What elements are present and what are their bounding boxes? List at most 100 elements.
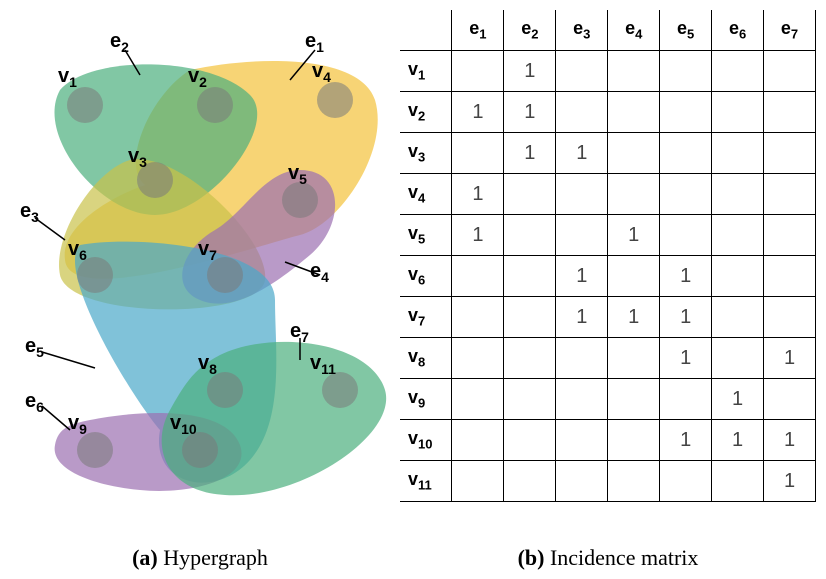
cell-v7-e6 bbox=[712, 297, 764, 338]
cell-v7-e3: 1 bbox=[556, 297, 608, 338]
cell-v7-e2 bbox=[504, 297, 556, 338]
cell-v5-e5 bbox=[660, 215, 712, 256]
cell-v2-e5 bbox=[660, 92, 712, 133]
cell-v2-e6 bbox=[712, 92, 764, 133]
cell-v7-e1 bbox=[452, 297, 504, 338]
table-row: v611 bbox=[400, 256, 816, 297]
vertex-v9 bbox=[77, 432, 113, 468]
cell-v6-e7 bbox=[764, 256, 816, 297]
leader-e3 bbox=[35, 218, 65, 240]
row-header-v7: v7 bbox=[400, 297, 452, 338]
row-header-v6: v6 bbox=[400, 256, 452, 297]
cell-v1-e5 bbox=[660, 51, 712, 92]
cell-v8-e6 bbox=[712, 338, 764, 379]
cell-v10-e7: 1 bbox=[764, 420, 816, 461]
cell-v4-e6 bbox=[712, 174, 764, 215]
vertex-v1 bbox=[67, 87, 103, 123]
cell-v4-e7 bbox=[764, 174, 816, 215]
cell-v2-e3 bbox=[556, 92, 608, 133]
vertex-label-v9: v9 bbox=[68, 412, 87, 437]
vertex-label-v10: v10 bbox=[170, 412, 197, 437]
cell-v10-e6: 1 bbox=[712, 420, 764, 461]
table-row: v7111 bbox=[400, 297, 816, 338]
cell-v3-e4 bbox=[608, 133, 660, 174]
cell-v9-e4 bbox=[608, 379, 660, 420]
cell-v3-e1 bbox=[452, 133, 504, 174]
vertex-label-v7: v7 bbox=[198, 238, 217, 263]
row-header-v4: v4 bbox=[400, 174, 452, 215]
cell-v5-e1: 1 bbox=[452, 215, 504, 256]
table-row: v41 bbox=[400, 174, 816, 215]
vertex-label-v6: v6 bbox=[68, 238, 87, 263]
cell-v11-e5 bbox=[660, 461, 712, 502]
row-header-v2: v2 bbox=[400, 92, 452, 133]
cell-v11-e4 bbox=[608, 461, 660, 502]
incidence-panel: e1e2e3e4e5e6e7v11v211v311v41v511v611v711… bbox=[400, 10, 816, 490]
row-header-v5: v5 bbox=[400, 215, 452, 256]
cell-v7-e4: 1 bbox=[608, 297, 660, 338]
cell-v6-e6 bbox=[712, 256, 764, 297]
cell-v1-e2: 1 bbox=[504, 51, 556, 92]
caption-b: (b) Incidence matrix bbox=[400, 545, 816, 571]
cell-v1-e4 bbox=[608, 51, 660, 92]
leader-e6 bbox=[42, 406, 70, 430]
edge-label-e4: e4 bbox=[310, 260, 329, 285]
table-corner bbox=[400, 10, 452, 51]
vertex-label-v1: v1 bbox=[58, 65, 77, 90]
cell-v9-e5 bbox=[660, 379, 712, 420]
edge-label-e2: e2 bbox=[110, 30, 129, 55]
caption-b-bold: (b) bbox=[518, 545, 545, 570]
cell-v9-e3 bbox=[556, 379, 608, 420]
col-header-e7: e7 bbox=[764, 10, 816, 51]
cell-v9-e2 bbox=[504, 379, 556, 420]
cell-v11-e3 bbox=[556, 461, 608, 502]
cell-v3-e3: 1 bbox=[556, 133, 608, 174]
cell-v5-e6 bbox=[712, 215, 764, 256]
cell-v5-e7 bbox=[764, 215, 816, 256]
row-header-v9: v9 bbox=[400, 379, 452, 420]
vertex-v11 bbox=[322, 372, 358, 408]
cell-v2-e7 bbox=[764, 92, 816, 133]
cell-v9-e6: 1 bbox=[712, 379, 764, 420]
caption-a-bold: (a) bbox=[132, 545, 158, 570]
table-row: v311 bbox=[400, 133, 816, 174]
cell-v1-e3 bbox=[556, 51, 608, 92]
cell-v5-e2 bbox=[504, 215, 556, 256]
cell-v3-e5 bbox=[660, 133, 712, 174]
cell-v7-e5: 1 bbox=[660, 297, 712, 338]
cell-v9-e7 bbox=[764, 379, 816, 420]
hypergraph-panel: v1v2v4v3v5v6v7v8v11v9v10e1e2e3e4e5e6e7 bbox=[0, 0, 400, 500]
edge-label-e6: e6 bbox=[25, 390, 44, 415]
row-header-v10: v10 bbox=[400, 420, 452, 461]
table-row: v211 bbox=[400, 92, 816, 133]
cell-v11-e2 bbox=[504, 461, 556, 502]
row-header-v1: v1 bbox=[400, 51, 452, 92]
row-header-v11: v11 bbox=[400, 461, 452, 502]
cell-v5-e4: 1 bbox=[608, 215, 660, 256]
table-row: v111 bbox=[400, 461, 816, 502]
cell-v3-e2: 1 bbox=[504, 133, 556, 174]
vertex-label-v3: v3 bbox=[128, 145, 147, 170]
table-row: v1 1 bbox=[400, 51, 816, 92]
cell-v11-e6 bbox=[712, 461, 764, 502]
edge-label-e1: e1 bbox=[305, 30, 324, 55]
col-header-e5: e5 bbox=[660, 10, 712, 51]
vertex-label-v8: v8 bbox=[198, 352, 217, 377]
caption-a-text: Hypergraph bbox=[158, 545, 268, 570]
cell-v4-e3 bbox=[556, 174, 608, 215]
cell-v7-e7 bbox=[764, 297, 816, 338]
col-header-e1: e1 bbox=[452, 10, 504, 51]
cell-v4-e2 bbox=[504, 174, 556, 215]
col-header-e6: e6 bbox=[712, 10, 764, 51]
cell-v1-e6 bbox=[712, 51, 764, 92]
leader-e5 bbox=[42, 352, 95, 368]
cell-v1-e7 bbox=[764, 51, 816, 92]
cell-v6-e3: 1 bbox=[556, 256, 608, 297]
cell-v4-e5 bbox=[660, 174, 712, 215]
col-header-e3: e3 bbox=[556, 10, 608, 51]
cell-v8-e7: 1 bbox=[764, 338, 816, 379]
vertex-v8 bbox=[207, 372, 243, 408]
cell-v10-e2 bbox=[504, 420, 556, 461]
cell-v8-e4 bbox=[608, 338, 660, 379]
vertex-label-v2: v2 bbox=[188, 65, 207, 90]
